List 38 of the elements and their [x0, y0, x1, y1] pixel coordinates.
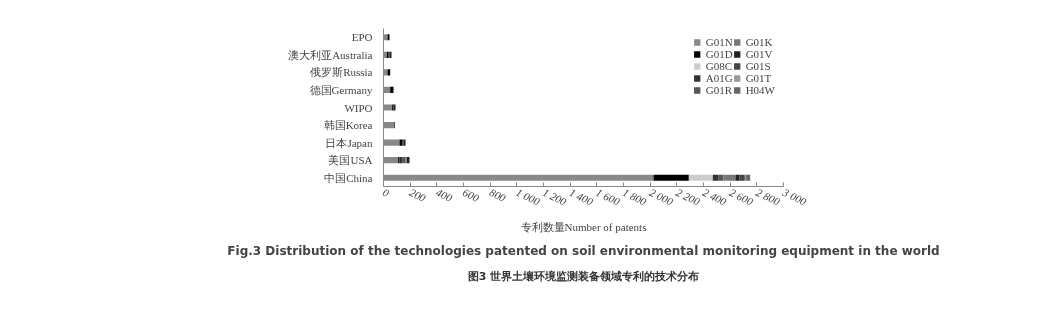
x-tick-label: 1 400 — [567, 186, 596, 208]
y-tick-label: 澳大利亚Australia — [288, 48, 373, 61]
y-tick-label: EPO — [351, 31, 373, 44]
x-tick-label: 800 — [487, 186, 509, 205]
legend-label: G01S — [745, 60, 771, 72]
text: Fig.3 Distribution of the technologies patented on soil environmental monitoring equipment in the world — [227, 243, 940, 258]
legend-label: H04W — [745, 84, 775, 96]
y-tick-label: 中国China — [324, 171, 373, 184]
x-tick-label: 2 800 — [754, 186, 783, 208]
x-tick-label: 1 800 — [620, 186, 649, 208]
y-tick-label: 俄罗斯Russia — [310, 66, 373, 79]
y-tick-label: 德国Germany — [309, 83, 373, 96]
x-tick-label: 1 600 — [594, 186, 623, 208]
legend-label: A01G — [705, 72, 733, 84]
x-tick-label: 600 — [460, 186, 482, 205]
x-tick-label: 200 — [407, 186, 429, 205]
y-tick-label: 美国USA — [328, 154, 373, 167]
y-tick-label: WIPO — [344, 101, 373, 114]
x-tick-label: 1 200 — [540, 186, 569, 208]
x-axis-title: 专利数量Number of patents — [520, 221, 647, 234]
legend-label: G08C — [705, 60, 733, 72]
x-tick-label: 2 400 — [700, 186, 729, 208]
x-tick-label: 1 000 — [514, 186, 543, 208]
legend-label: G01R — [705, 84, 733, 96]
legend-label: G01V — [745, 48, 773, 60]
text: 图3 世界土壤环境监测装备领域专利的技术分布 — [467, 269, 700, 283]
y-tick-label: 韩国Korea — [323, 119, 373, 132]
legend-label: G01K — [745, 36, 773, 48]
x-tick-label: 2 000 — [647, 186, 676, 208]
legend-label: G01D — [705, 48, 733, 60]
x-tick-label: 3 000 — [780, 185, 809, 208]
y-tick-label: 日本Japan — [325, 136, 373, 149]
legend-label: G01T — [745, 72, 772, 84]
x-tick-label: 2 600 — [727, 186, 756, 208]
legend-label: G01N — [705, 36, 733, 48]
x-tick-label: 0 — [380, 186, 392, 200]
x-tick-label: 400 — [434, 186, 455, 205]
x-tick-label: 2 200 — [674, 186, 703, 208]
